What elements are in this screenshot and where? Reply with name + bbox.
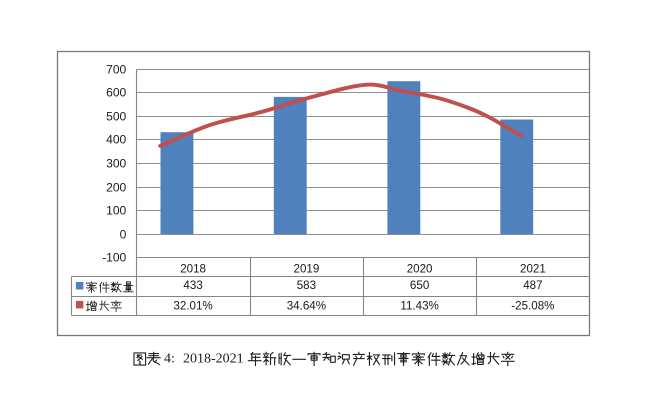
svg-text:487: 487 <box>523 279 542 292</box>
svg-text:700: 700 <box>106 63 126 77</box>
svg-text:433: 433 <box>183 279 202 292</box>
svg-text:650: 650 <box>410 279 429 292</box>
svg-text:0: 0 <box>120 228 127 242</box>
svg-text:583: 583 <box>297 279 316 292</box>
svg-text:400: 400 <box>106 133 126 147</box>
svg-text:11.43%: 11.43% <box>400 300 438 313</box>
svg-text:-25.08%: -25.08% <box>511 300 554 313</box>
svg-text:600: 600 <box>106 86 126 100</box>
svg-text:4:: 4: <box>164 352 175 367</box>
svg-text:34.64%: 34.64% <box>287 300 326 313</box>
svg-text:-100: -100 <box>102 251 126 265</box>
svg-text:2019: 2019 <box>294 262 320 275</box>
svg-text:200: 200 <box>106 181 126 195</box>
svg-text:32.01%: 32.01% <box>173 300 212 313</box>
svg-text:300: 300 <box>106 157 126 171</box>
svg-text:100: 100 <box>106 204 126 218</box>
svg-text:500: 500 <box>106 110 126 124</box>
svg-text:2018: 2018 <box>180 262 206 275</box>
svg-text:2021: 2021 <box>520 262 546 275</box>
svg-text:2018-2021: 2018-2021 <box>183 352 244 367</box>
svg-text:2020: 2020 <box>407 262 433 275</box>
